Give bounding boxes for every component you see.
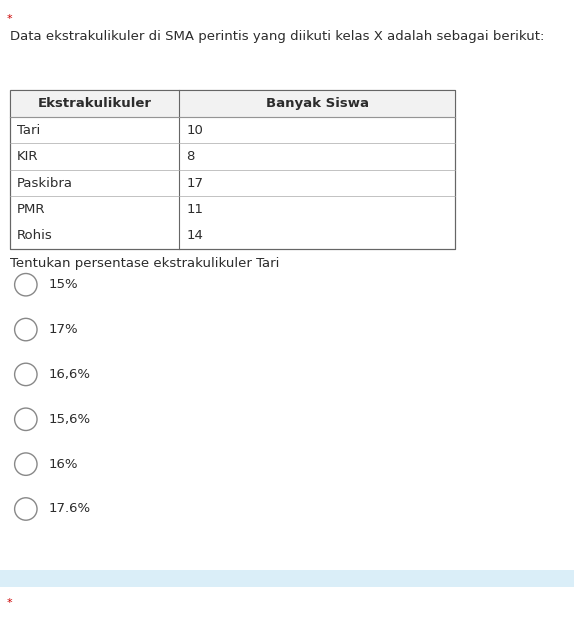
- Text: *: *: [7, 14, 13, 24]
- Text: 17: 17: [187, 176, 203, 189]
- Bar: [0, 570, 574, 587]
- Text: *: *: [7, 598, 13, 608]
- Text: Banyak Siswa: Banyak Siswa: [266, 97, 369, 110]
- Text: 16,6%: 16,6%: [49, 368, 91, 381]
- Text: 11: 11: [187, 203, 203, 216]
- Bar: [10, 90, 455, 249]
- Text: Ekstrakulikuler: Ekstrakulikuler: [38, 97, 152, 110]
- Text: 14: 14: [187, 229, 203, 242]
- Text: 17%: 17%: [49, 323, 79, 336]
- Bar: [10, 90, 455, 117]
- Text: Tari: Tari: [17, 123, 41, 136]
- Text: 17.6%: 17.6%: [49, 503, 91, 515]
- Text: 8: 8: [187, 150, 195, 163]
- Text: 16%: 16%: [49, 458, 78, 470]
- Text: 15,6%: 15,6%: [49, 413, 91, 426]
- Text: 10: 10: [187, 123, 203, 136]
- Text: PMR: PMR: [17, 203, 46, 216]
- Text: Data ekstrakulikuler di SMA perintis yang diikuti kelas X adalah sebagai berikut: Data ekstrakulikuler di SMA perintis yan…: [10, 30, 545, 43]
- Text: Tentukan persentase ekstrakulikuler Tari: Tentukan persentase ekstrakulikuler Tari: [10, 257, 280, 270]
- Bar: [10, 90, 455, 249]
- Text: 15%: 15%: [49, 278, 79, 291]
- Text: KIR: KIR: [17, 150, 38, 163]
- Text: Paskibra: Paskibra: [17, 176, 73, 189]
- Text: Rohis: Rohis: [17, 229, 53, 242]
